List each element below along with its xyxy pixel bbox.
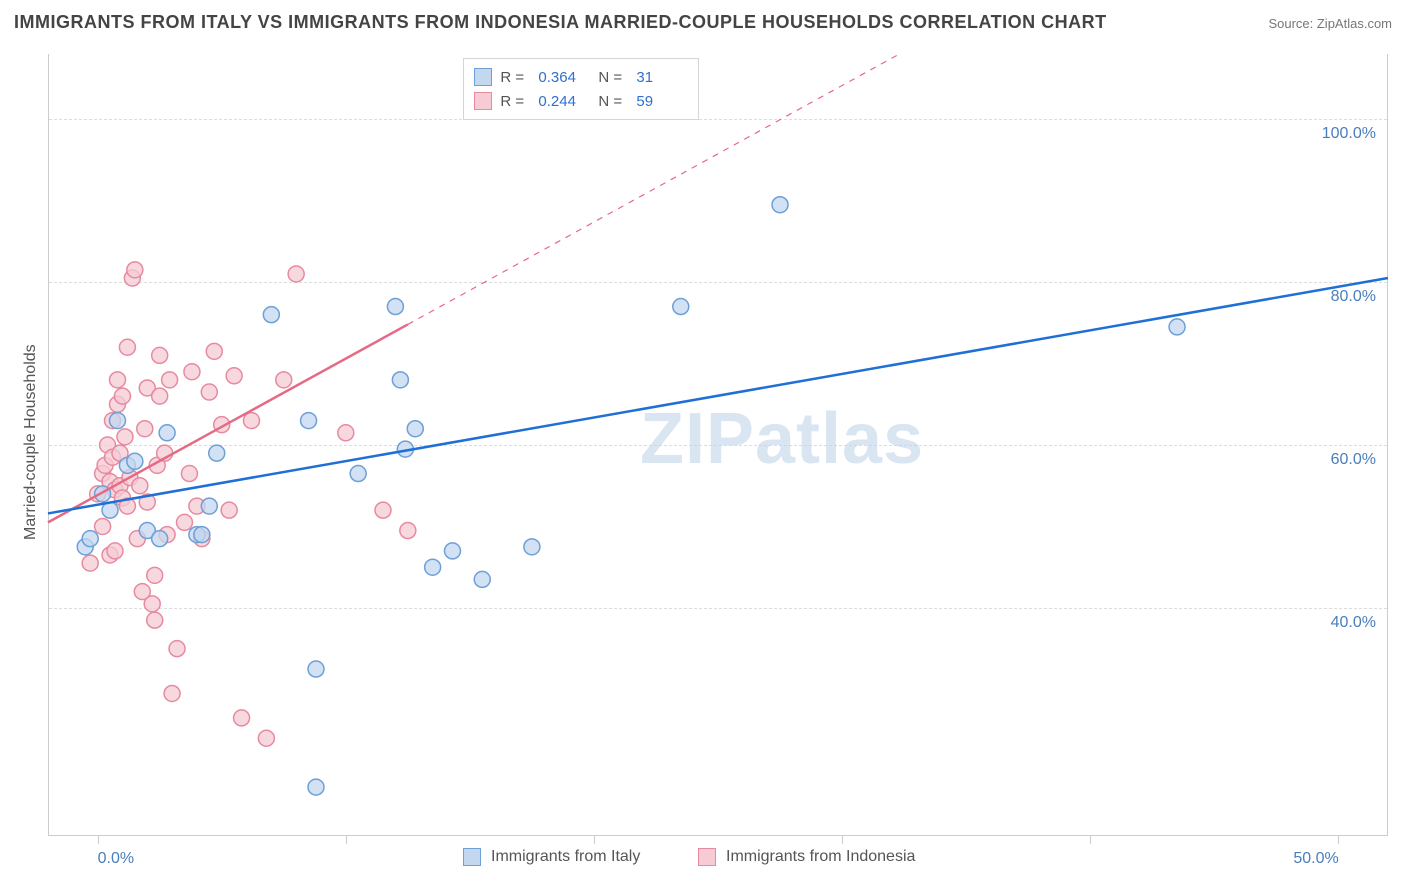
data-point (137, 421, 153, 437)
legend-r-label: R = (500, 93, 530, 110)
data-point (184, 364, 200, 380)
data-point (127, 262, 143, 278)
data-point (234, 710, 250, 726)
data-point (181, 466, 197, 482)
data-point (673, 299, 689, 315)
data-point (375, 502, 391, 518)
data-point (159, 425, 175, 441)
data-point (338, 425, 354, 441)
data-point (117, 429, 133, 445)
legend-series-label: Immigrants from Indonesia (726, 848, 915, 866)
data-point (263, 307, 279, 323)
legend-n-value: 31 (636, 69, 688, 86)
data-point (474, 571, 490, 587)
legend-series-label: Immigrants from Italy (491, 848, 640, 866)
data-point (308, 661, 324, 677)
data-point (119, 339, 135, 355)
data-point (226, 368, 242, 384)
data-point (1169, 319, 1185, 335)
bottom-legend-italy: Immigrants from Italy (463, 848, 640, 866)
legend-r-label: R = (500, 69, 530, 86)
legend-n-label: N = (598, 93, 628, 110)
data-point (164, 685, 180, 701)
data-point (152, 347, 168, 363)
data-point (147, 612, 163, 628)
legend-r-value: 0.244 (538, 93, 590, 110)
data-point (392, 372, 408, 388)
data-point (152, 531, 168, 547)
data-point (109, 413, 125, 429)
source-label: Source: ZipAtlas.com (1268, 16, 1392, 31)
legend-swatch (474, 68, 492, 86)
data-point (301, 413, 317, 429)
stat-legend: R = 0.364 N = 31 R = 0.244 N = 59 (463, 58, 699, 120)
x-tick-label: 0.0% (98, 850, 134, 868)
regression-line (48, 278, 1388, 513)
legend-swatch (474, 92, 492, 110)
data-point (201, 498, 217, 514)
bottom-legend-indonesia: Immigrants from Indonesia (698, 848, 915, 866)
data-point (209, 445, 225, 461)
legend-r-value: 0.364 (538, 69, 590, 86)
data-point (308, 779, 324, 795)
y-axis-label: Married-couple Households (22, 344, 40, 540)
data-point (201, 384, 217, 400)
data-point (243, 413, 259, 429)
x-tick-label: 50.0% (1293, 850, 1338, 868)
data-point (162, 372, 178, 388)
data-point (127, 453, 143, 469)
data-point (109, 372, 125, 388)
data-point (176, 514, 192, 530)
data-point (147, 567, 163, 583)
data-point (772, 197, 788, 213)
data-point (407, 421, 423, 437)
data-point (258, 730, 274, 746)
data-point (114, 388, 130, 404)
data-point (276, 372, 292, 388)
data-point (206, 343, 222, 359)
data-point (82, 555, 98, 571)
data-point (524, 539, 540, 555)
data-point (152, 388, 168, 404)
regression-line (48, 324, 408, 522)
plot-area: 40.0%60.0%80.0%100.0%0.0%50.0% (48, 54, 1388, 836)
legend-swatch (698, 848, 716, 866)
legend-n-value: 59 (636, 93, 688, 110)
data-point (169, 641, 185, 657)
data-point (82, 531, 98, 547)
legend-n-label: N = (598, 69, 628, 86)
data-point (95, 518, 111, 534)
data-point (132, 478, 148, 494)
data-point (144, 596, 160, 612)
legend-swatch (463, 848, 481, 866)
data-point (107, 543, 123, 559)
data-point (194, 527, 210, 543)
data-point (288, 266, 304, 282)
data-point (425, 559, 441, 575)
data-point (400, 523, 416, 539)
data-point (350, 466, 366, 482)
chart-title: IMMIGRANTS FROM ITALY VS IMMIGRANTS FROM… (14, 12, 1107, 33)
data-point (387, 299, 403, 315)
data-point (221, 502, 237, 518)
data-point (444, 543, 460, 559)
